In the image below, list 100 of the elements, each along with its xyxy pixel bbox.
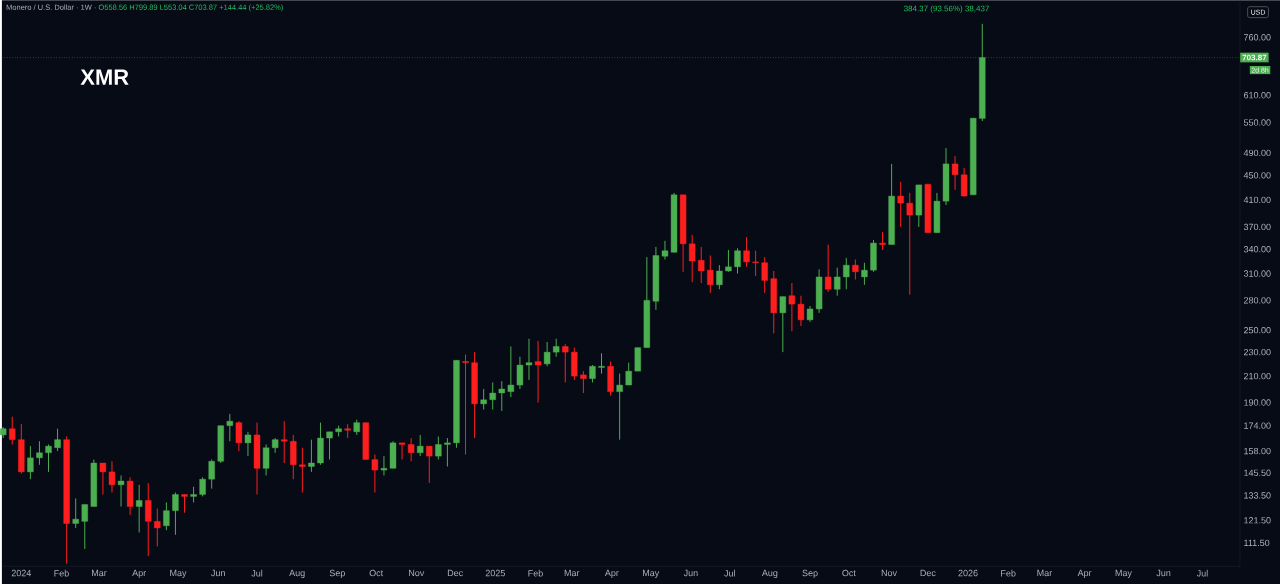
- x-tick-label: Mar: [92, 569, 107, 576]
- candlestick: [861, 262, 868, 286]
- candlestick: [36, 440, 43, 466]
- candlestick: [426, 445, 433, 484]
- candlestick: [852, 258, 859, 280]
- candlestick: [897, 181, 904, 228]
- x-tick-label: May: [642, 569, 660, 578]
- candlestick: [181, 493, 188, 514]
- y-tick-label: 410.00: [1243, 196, 1271, 203]
- x-tick-label: Oct: [369, 569, 384, 577]
- candlestick: [72, 497, 79, 529]
- candlestick: [462, 353, 469, 455]
- y-tick-label: 230.00: [1243, 348, 1271, 356]
- x-tick-label: Jul: [1196, 569, 1208, 577]
- x-tick-label: Jun: [211, 569, 225, 576]
- candlestick: [154, 507, 161, 547]
- x-tick-label: Aug: [761, 569, 778, 578]
- y-tick-label: 280.00: [1243, 296, 1271, 304]
- x-tick-label: Jul: [724, 569, 735, 577]
- candlestick: [489, 381, 496, 410]
- candlestick: [480, 388, 487, 410]
- candlestick: [698, 246, 705, 284]
- candlestick: [625, 362, 632, 386]
- x-tick-label: Apr: [1077, 569, 1092, 578]
- x-tick-label: 2025: [485, 569, 505, 577]
- candlestick: [906, 192, 913, 296]
- candlestick: [716, 264, 723, 290]
- x-tick-label: Mar: [1037, 569, 1053, 576]
- x-tick-label: Mar: [564, 569, 580, 576]
- x-tick-label: Sep: [329, 569, 345, 578]
- candlestick: [761, 256, 768, 294]
- candlestick: [507, 345, 515, 398]
- annotation: XMR: [80, 69, 129, 85]
- y-tick-label: 610.00: [1243, 91, 1271, 99]
- candlestick: [960, 167, 968, 198]
- x-tick-label: Feb: [54, 569, 69, 577]
- x-tick-label: Sep: [802, 569, 818, 578]
- candlestick: [725, 249, 732, 273]
- x-tick-label: May: [170, 569, 187, 578]
- candlestick: [281, 420, 288, 464]
- x-tick-label: Dec: [920, 569, 936, 576]
- y-tick-label: 250.00: [1243, 326, 1271, 334]
- y-tick-label: 310.00: [1243, 270, 1271, 277]
- candlestick: [417, 434, 424, 457]
- y-tick-label: 550.00: [1243, 119, 1271, 126]
- candlestick: [208, 458, 215, 489]
- y-tick-label: 174.00: [1244, 422, 1271, 429]
- x-tick-label: 2024: [11, 569, 32, 577]
- candlestick: [752, 250, 759, 277]
- candlestick: [834, 266, 841, 297]
- candlestick: [9, 416, 16, 445]
- candlestick: [371, 453, 379, 493]
- x-tick-label: Feb: [1001, 569, 1016, 577]
- x-tick-label: Jun: [683, 569, 698, 576]
- y-tick-label: 450.00: [1243, 172, 1271, 179]
- candlestick: [398, 442, 406, 460]
- candlestick: [27, 445, 34, 480]
- y-tick-label: 190.00: [1244, 399, 1271, 406]
- candlestick: [553, 338, 560, 358]
- candlestick: [117, 474, 125, 507]
- candlestick: [707, 254, 714, 294]
- candlestick: [145, 482, 152, 557]
- x-tick-label: Apr: [604, 569, 619, 578]
- y-tick-label: 760.00: [1243, 33, 1271, 41]
- x-tick-label: Dec: [447, 569, 463, 576]
- candlestick: [543, 341, 551, 367]
- y-tick-label: 111.50: [1244, 539, 1270, 546]
- y-tick-label: 370.00: [1243, 223, 1271, 230]
- y-tick-label: 145.50: [1244, 469, 1271, 476]
- candlestick: [843, 257, 850, 290]
- candlestick: [172, 491, 179, 536]
- candlestick: [444, 437, 451, 467]
- candlestick: [45, 443, 52, 473]
- candlestick: [199, 476, 206, 497]
- candlestick: [262, 443, 270, 476]
- candlestick: [163, 501, 170, 531]
- y-tick-label: 121.50: [1244, 516, 1271, 524]
- x-tick-label: Apr: [132, 569, 147, 578]
- candlestick: [634, 346, 641, 372]
- x-tick-label: Feb: [528, 569, 543, 577]
- candlestick: [824, 243, 832, 293]
- candlestick: [951, 155, 959, 191]
- candlestick: [299, 447, 306, 493]
- y-tick-label: 158.00: [1244, 447, 1271, 455]
- candlestick: [571, 346, 578, 381]
- y-tick-label: 490.00: [1243, 149, 1271, 156]
- x-tick-label: Nov: [881, 569, 897, 576]
- x-tick-label: Aug: [289, 569, 305, 578]
- candlestick: [779, 295, 787, 353]
- y-tick-label: 210.00: [1243, 372, 1271, 380]
- candlestick: [407, 437, 415, 462]
- x-tick-label: Nov: [409, 569, 425, 576]
- x-tick-label: Jul: [251, 569, 263, 577]
- candlestick: [226, 413, 233, 442]
- candlestick: [308, 439, 315, 473]
- y-tick-label: 133.50: [1244, 492, 1271, 499]
- candlestick: [54, 428, 61, 452]
- candlestick: [743, 236, 750, 268]
- candlestick: [688, 234, 696, 283]
- x-tick-label: 2026: [958, 569, 978, 577]
